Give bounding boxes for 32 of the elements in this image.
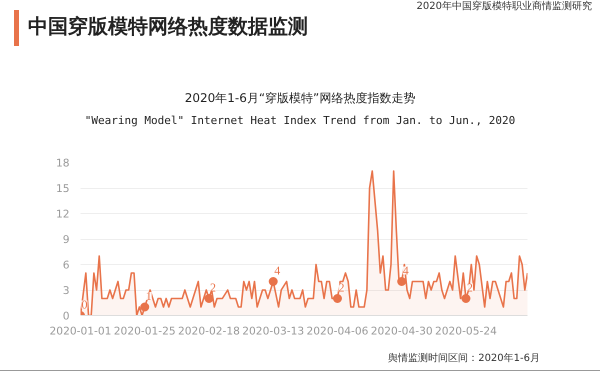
text: "Wearing Model" Internet Heat Index Trend from Jan. to Jun., 2020 — [84, 113, 516, 129]
point — [461, 294, 470, 303]
data-label: 4 — [402, 264, 409, 278]
y-tick-label: 6 — [62, 258, 70, 272]
x-tick-label: 2020-03-13 — [242, 324, 304, 338]
x-tick-label: 2020-05-24 — [434, 324, 498, 338]
y-tick-label: 18 — [56, 156, 70, 170]
y-tick-label: 12 — [56, 208, 70, 220]
point — [332, 294, 342, 303]
data-label: 2 — [466, 280, 473, 294]
x-tick-label: 2020-04-30 — [370, 324, 433, 338]
point — [204, 294, 214, 303]
y-tick-label: 0 — [62, 310, 70, 322]
data-label: 1 — [146, 289, 152, 303]
text: 2020年中国穿版模特职业商情监测研究 — [416, 0, 592, 14]
text: 舆情监测时间区间：2020年1-6月 — [388, 352, 540, 366]
x-tick-label: 2020-02-18 — [178, 324, 240, 338]
x-tick-label: 2020-01-25 — [114, 324, 176, 338]
data-label: 0 — [82, 298, 88, 312]
x-tick-label: 2020-04-06 — [306, 324, 369, 338]
point — [397, 277, 406, 286]
data-label: 4 — [274, 264, 280, 278]
chart-title: 中国穿版模特网络热度数据监测 — [28, 13, 308, 40]
y-tick-label: 15 — [56, 182, 70, 195]
y-tick-label: 3 — [62, 284, 70, 297]
data-label: 2 — [210, 280, 216, 294]
point — [140, 302, 150, 312]
chart-subtitle: 2020年1-6月“穿版模特”网络热度指数走势 — [184, 90, 416, 107]
y-tick-label: 9 — [62, 233, 70, 246]
point — [268, 277, 278, 286]
data-label: 2 — [338, 280, 344, 294]
x-tick-label: 2020-01-01 — [50, 324, 112, 338]
